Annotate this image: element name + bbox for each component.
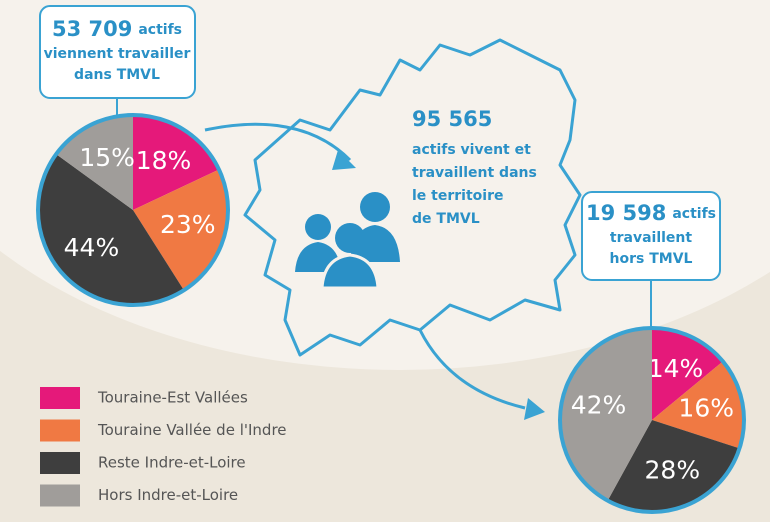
arrow-head [524, 398, 545, 420]
legend-label: Reste Indre-et-Loire [98, 454, 246, 472]
callout-number: 53 709 [52, 17, 132, 41]
callout-text: hors TMVL [610, 251, 693, 267]
slice-label: 23% [160, 210, 216, 239]
legend-swatch [40, 452, 80, 474]
pie-slice [652, 361, 744, 449]
legend-label: Touraine Vallée de l'Indre [97, 421, 287, 439]
people-icon [295, 192, 400, 290]
slice-label: 28% [645, 455, 701, 484]
arrow-out [418, 329, 526, 410]
arrow-head [332, 150, 356, 170]
pie-slice [607, 420, 740, 513]
legend-label: Touraine-Est Vallées [97, 389, 248, 407]
slice-label: 18% [136, 146, 192, 175]
center-number: 95 565 [412, 107, 492, 131]
legend-swatch [40, 419, 80, 442]
callout-heading: 53 709 actifs [52, 17, 182, 41]
legend-swatch [40, 484, 80, 507]
slice-label: 14% [648, 354, 704, 383]
slice-label: 15% [79, 143, 135, 172]
callout-heading: 19 598 actifs [586, 201, 716, 225]
callout-number: 19 598 [586, 201, 666, 225]
legend-label: Hors Indre-et-Loire [98, 486, 238, 504]
arrow-in [204, 122, 352, 162]
pie-border [36, 113, 230, 307]
center-text: travaillent dans [412, 165, 537, 181]
pie-slice [652, 328, 723, 420]
center-text: le territoire [412, 188, 503, 204]
territory-map [243, 38, 582, 357]
pie-border [558, 326, 746, 514]
pie-slice [560, 328, 652, 501]
slice-label: 16% [678, 394, 734, 423]
slice-label: 42% [571, 390, 627, 419]
pie-slice [56, 115, 133, 210]
pie-slice [133, 115, 219, 210]
slice-label: 44% [64, 233, 120, 262]
legend-swatch [40, 387, 80, 409]
callout-text: actifs [672, 206, 716, 222]
pie-slice [133, 169, 229, 291]
callout-text: dans TMVL [74, 67, 160, 83]
center-text: actifs vivent et [412, 142, 531, 158]
center-text: de TMVL [412, 211, 480, 227]
callout-text: viennent travailler [44, 46, 191, 62]
callout-text: travaillent [610, 230, 692, 246]
callout-text: actifs [138, 22, 182, 38]
arrows [204, 122, 526, 410]
pie-slice [37, 154, 184, 306]
